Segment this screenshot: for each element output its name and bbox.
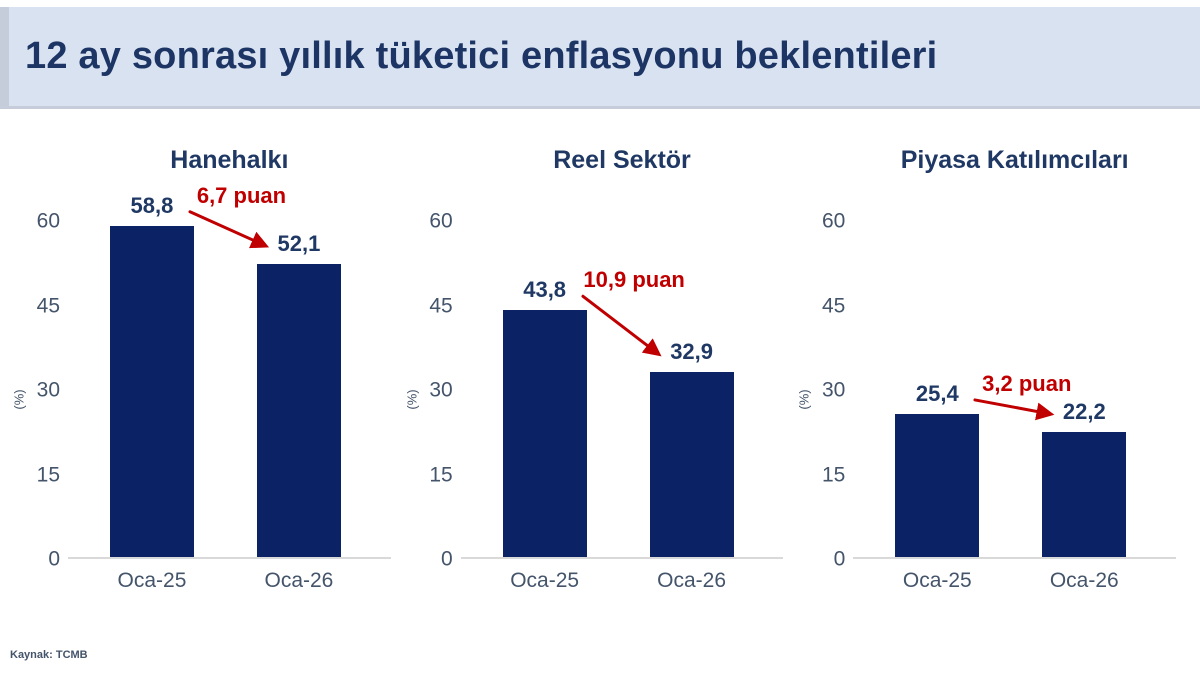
bar-value-label: 58,8 — [130, 192, 174, 218]
chart-body: (%) 0 15 30 45 60 43,8 Oca-25 32,9 Oca-26 10,9 p… — [404, 211, 784, 592]
chart-title: Reel Sektör — [553, 146, 691, 174]
bar-value-label: 32,9 — [670, 338, 714, 364]
y-axis-unit-label: (%) — [404, 389, 420, 410]
bar-value-label: 25,4 — [915, 380, 959, 406]
change-annotation: 6,7 puan — [196, 182, 287, 208]
x-axis-label: Oca-26 — [264, 569, 334, 592]
bar-value-label: 43,8 — [523, 277, 567, 303]
y-tick-label: 60 — [821, 209, 846, 233]
source-note: Kaynak: TCMB — [10, 649, 88, 661]
plot-area: 58,8 Oca-25 52,1 Oca-26 6,7 puan — [68, 184, 391, 592]
chart-title: Hanehalkı — [170, 146, 289, 174]
header-band: 12 ay sonrası yıllık tüketici enflasyonu… — [0, 7, 1200, 109]
chart-reel-sektor: Reel Sektör (%) 0 15 30 45 60 43,8 Oca-25 32,9… — [404, 146, 784, 592]
y-tick-label: 30 — [821, 378, 846, 402]
change-annotation: 10,9 puan — [583, 267, 685, 293]
bar-value-label: 22,2 — [1062, 398, 1106, 424]
decrease-arrow-icon — [188, 210, 270, 249]
x-axis-label: Oca-25 — [510, 569, 580, 592]
y-tick-label: 15 — [36, 463, 60, 486]
y-axis: (%) 0 15 30 45 60 — [404, 211, 461, 570]
y-tick-label: 0 — [440, 547, 453, 571]
y-tick-label: 0 — [48, 547, 60, 571]
y-tick-label: 45 — [429, 294, 453, 317]
plot-area: 43,8 Oca-25 32,9 Oca-26 10,9 puan — [460, 219, 784, 592]
chart-title: Piyasa Katılımcıları — [900, 146, 1129, 174]
bar-oca-25 — [895, 413, 980, 557]
y-tick-label: 45 — [36, 294, 60, 317]
bar-oca-26 — [1042, 431, 1127, 557]
bar-oca-26 — [649, 371, 734, 557]
decrease-arrow-icon — [973, 398, 1055, 421]
y-axis: (%) 0 15 30 45 60 — [12, 211, 68, 570]
page-title: 12 ay sonrası yıllık tüketici enflasyonu… — [25, 35, 938, 77]
y-tick-label: 15 — [429, 463, 453, 486]
chart-piyasa-katilimcilari: Piyasa Katılımcıları (%) 0 15 30 45 60 25,4 O… — [797, 146, 1177, 592]
decrease-arrow-icon — [581, 294, 662, 357]
y-tick-label: 30 — [36, 378, 60, 402]
bar-oca-25 — [109, 225, 194, 557]
bar-oca-26 — [256, 263, 341, 557]
change-annotation: 3,2 puan — [982, 370, 1072, 396]
plot-area: 25,4 Oca-25 22,2 Oca-26 3,2 puan — [853, 219, 1177, 592]
chart-body: (%) 0 15 30 45 60 58,8 Oca-25 52,1 Oca-26 6,7 pu… — [12, 184, 391, 592]
bar-oca-25 — [502, 310, 587, 557]
charts-row: Hanehalkı (%) 0 15 30 45 60 58,8 Oca-25 52,1 Oc… — [0, 146, 1200, 592]
y-tick-label: 15 — [821, 463, 846, 486]
x-axis-label: Oca-26 — [657, 569, 727, 592]
x-axis-label: Oca-25 — [902, 569, 972, 592]
y-axis-unit-label: (%) — [796, 389, 812, 410]
y-tick-label: 0 — [833, 547, 846, 571]
y-tick-label: 60 — [429, 209, 453, 233]
y-tick-label: 30 — [429, 378, 453, 402]
bar-value-label: 52,1 — [277, 230, 321, 256]
x-axis-label: Oca-25 — [117, 569, 187, 592]
y-axis-unit-label: (%) — [11, 389, 27, 410]
y-tick-label: 60 — [36, 209, 60, 233]
y-tick-label: 45 — [821, 294, 846, 317]
x-axis-label: Oca-26 — [1049, 569, 1119, 592]
y-axis: (%) 0 15 30 45 60 — [797, 211, 853, 570]
chart-hanehalki: Hanehalkı (%) 0 15 30 45 60 58,8 Oca-25 52,1 Oc… — [12, 146, 391, 592]
chart-body: (%) 0 15 30 45 60 25,4 Oca-25 22,2 Oca-26 3,2 pu… — [797, 211, 1177, 592]
